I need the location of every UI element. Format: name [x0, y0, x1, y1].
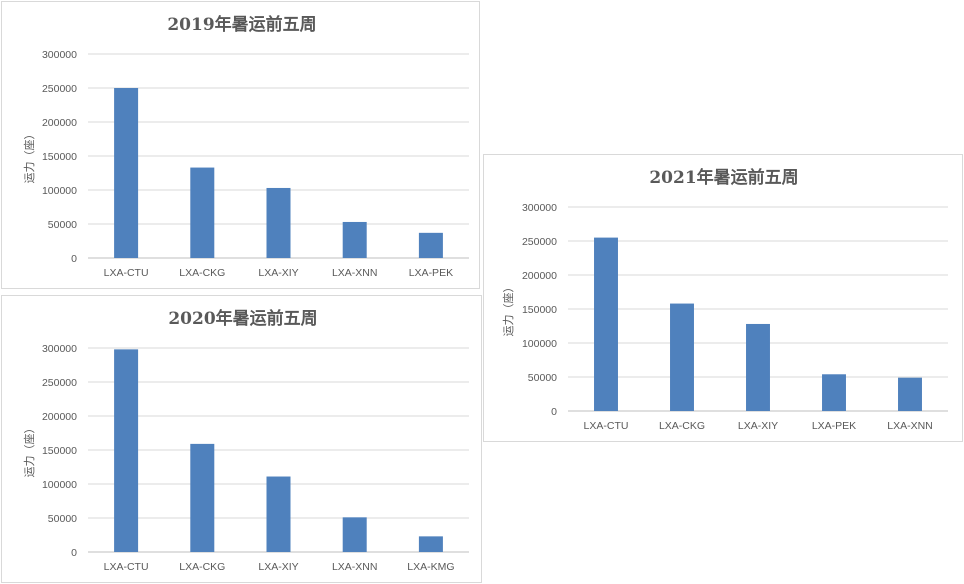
y-tick-label: 250000	[42, 83, 77, 95]
chart-panel-2019: 2019年暑运前五周 0 50000 100000 150000 200000 250000…	[1, 1, 480, 289]
y-tick-label: 150000	[42, 445, 77, 457]
bar-lxa-xiy	[746, 323, 770, 411]
y-tick-label: 100000	[42, 479, 77, 491]
x-tick-label: LXA-CKG	[179, 267, 225, 279]
y-tick-label: 100000	[42, 185, 77, 197]
x-tick-label: LXA-CTU	[104, 267, 149, 279]
y-axis-label: 运力（座）	[22, 129, 36, 184]
chart-title: 2019年暑运前五周	[167, 14, 316, 35]
x-tick-label: LXA-KMG	[407, 561, 454, 573]
x-tick-label: LXA-XIY	[258, 267, 298, 279]
x-tick-label: LXA-XNN	[332, 561, 378, 573]
y-axis-label: 运力（座）	[501, 282, 515, 337]
x-tick-label: LXA-CKG	[659, 420, 705, 432]
bar-chart-2021: 2021年暑运前五周 0 50000 100000 150000 200000 250000…	[501, 167, 948, 432]
y-tick-label: 50000	[528, 372, 557, 384]
x-tick-label: LXA-PEK	[812, 420, 856, 432]
bar-lxa-ckg	[190, 167, 215, 258]
y-tick-label: 150000	[522, 304, 557, 316]
bar-lxa-xiy	[266, 187, 291, 258]
bar-lxa-ctu	[114, 349, 139, 552]
chart-panel-2020: 2020年暑运前五周 0 50000 100000 150000 200000 250000…	[1, 295, 482, 583]
x-tick-label: LXA-XNN	[887, 420, 933, 432]
x-tick-label: LXA-CTU	[584, 420, 629, 432]
bar-lxa-xnn	[342, 221, 367, 258]
y-tick-label: 100000	[522, 338, 557, 350]
bar-lxa-kmg	[418, 536, 443, 552]
chart-title: 2020年暑运前五周	[168, 308, 317, 329]
y-tick-label: 250000	[42, 377, 77, 389]
y-tick-label: 250000	[522, 236, 557, 248]
y-tick-label: 50000	[48, 513, 77, 525]
bar-chart-2020: 2020年暑运前五周 0 50000 100000 150000 200000 250000…	[22, 308, 469, 573]
bar-lxa-pek	[822, 374, 846, 411]
x-tick-label: LXA-CKG	[179, 561, 225, 573]
y-tick-label: 0	[551, 406, 557, 418]
y-tick-label: 150000	[42, 151, 77, 163]
bar-lxa-xnn	[898, 377, 922, 411]
y-tick-label: 300000	[522, 202, 557, 214]
y-tick-label: 50000	[48, 219, 77, 231]
y-tick-label: 300000	[42, 343, 77, 355]
bar-lxa-ckg	[670, 303, 694, 411]
y-axis-label: 运力（座）	[22, 423, 36, 478]
x-tick-label: LXA-XIY	[258, 561, 298, 573]
y-tick-label: 200000	[522, 270, 557, 282]
y-tick-label: 300000	[42, 49, 77, 61]
x-tick-label: LXA-CTU	[104, 561, 149, 573]
y-tick-label: 200000	[42, 117, 77, 129]
chart-panel-2021: 2021年暑运前五周 0 50000 100000 150000 200000 250000…	[483, 154, 963, 442]
chart-title: 2021年暑运前五周	[649, 167, 798, 188]
y-tick-label: 0	[71, 253, 77, 265]
bar-chart-2019: 2019年暑运前五周 0 50000 100000 150000 200000 250000…	[22, 14, 469, 279]
bar-lxa-ckg	[190, 443, 215, 552]
bar-lxa-ctu	[594, 237, 618, 411]
x-tick-label: LXA-PEK	[409, 267, 453, 279]
bar-lxa-xnn	[342, 517, 367, 552]
x-tick-label: LXA-XIY	[738, 420, 778, 432]
x-tick-label: LXA-XNN	[332, 267, 378, 279]
bar-lxa-xiy	[266, 476, 291, 552]
y-tick-label: 200000	[42, 411, 77, 423]
bar-lxa-pek	[418, 232, 443, 258]
y-tick-label: 0	[71, 547, 77, 559]
bar-lxa-ctu	[114, 88, 139, 258]
